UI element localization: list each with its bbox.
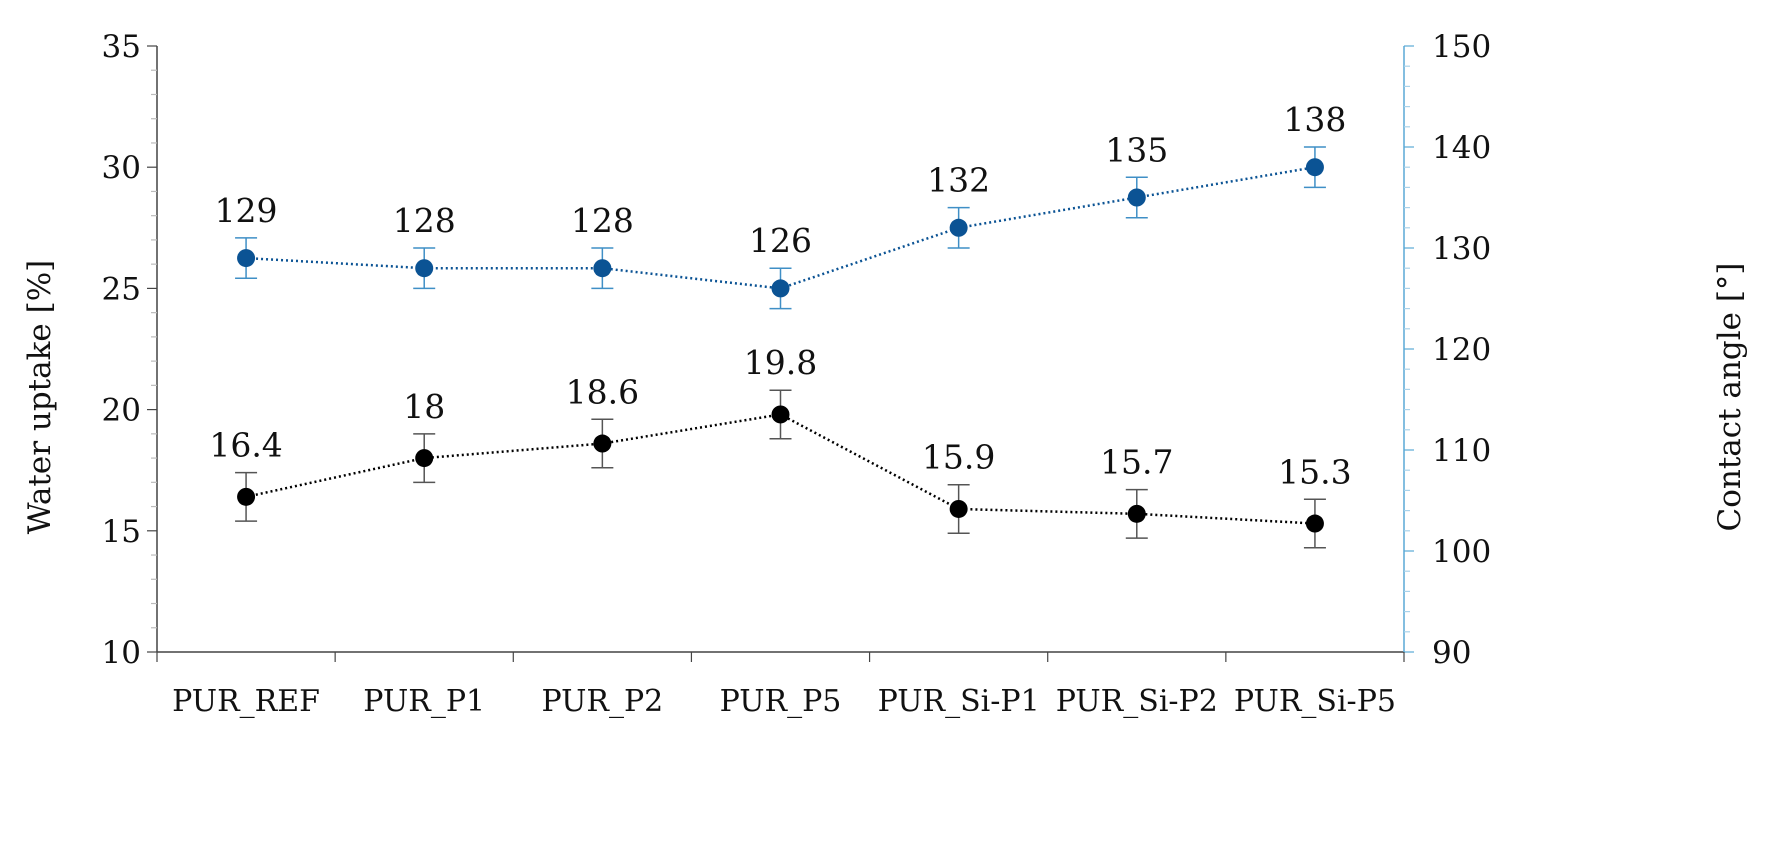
x-tick-label: PUR_Si-P1 bbox=[878, 684, 1040, 719]
data-label: 132 bbox=[927, 161, 990, 200]
data-label: 128 bbox=[393, 201, 456, 240]
x-tick-label: PUR_P5 bbox=[720, 684, 842, 719]
data-label: 128 bbox=[571, 201, 634, 240]
data-label: 16.4 bbox=[209, 426, 282, 465]
y-right-tick-label: 110 bbox=[1432, 433, 1491, 469]
data-label: 135 bbox=[1105, 130, 1168, 169]
data-label: 138 bbox=[1283, 100, 1346, 139]
x-tick-label: PUR_P1 bbox=[363, 684, 485, 719]
y-left-tick-label: 20 bbox=[102, 393, 141, 429]
series-layer: 16.4 18 18.6 19.8 15.9 15.7 15.3 129 128 128 126 13… bbox=[209, 100, 1352, 549]
x-tick-label: PUR_REF bbox=[172, 684, 320, 719]
data-point bbox=[1127, 188, 1146, 207]
data-point bbox=[237, 487, 256, 506]
data-point bbox=[949, 218, 968, 237]
data-label: 129 bbox=[215, 191, 278, 230]
data-point bbox=[415, 259, 434, 278]
data-point bbox=[771, 279, 790, 298]
y-right-tick-label: 90 bbox=[1432, 635, 1471, 671]
series-right: 129 128 128 126 132 135 138 bbox=[215, 100, 1346, 310]
data-point bbox=[1305, 514, 1324, 533]
y-right-tick-label: 150 bbox=[1432, 29, 1491, 65]
y-axis-left-label: Water uptake [%] bbox=[22, 260, 58, 535]
x-tick-label: PUR_Si-P2 bbox=[1056, 684, 1218, 719]
axes: 10 15 20 25 30 35 90 100 110 120 130 140 150 PUR_REF P… bbox=[102, 29, 1492, 719]
y-left-tick-label: 35 bbox=[102, 29, 141, 65]
x-tick-label: PUR_Si-P5 bbox=[1234, 684, 1396, 719]
data-point bbox=[593, 434, 612, 453]
data-point bbox=[415, 449, 434, 468]
data-label: 15.7 bbox=[1100, 443, 1173, 482]
y-left-tick-label: 25 bbox=[102, 271, 141, 307]
data-label: 19.8 bbox=[744, 343, 817, 382]
data-point bbox=[1127, 504, 1146, 523]
y-left-tick-label: 30 bbox=[102, 150, 141, 186]
y-right-tick-label: 130 bbox=[1432, 231, 1491, 267]
data-point bbox=[593, 259, 612, 278]
data-label: 126 bbox=[749, 221, 812, 260]
data-point bbox=[1305, 158, 1324, 177]
data-label: 18 bbox=[403, 387, 445, 426]
y-right-tick-label: 100 bbox=[1432, 534, 1491, 570]
data-point bbox=[237, 249, 256, 268]
series-left: 16.4 18 18.6 19.8 15.9 15.7 15.3 bbox=[209, 343, 1352, 549]
data-point bbox=[771, 405, 790, 424]
x-tick-label: PUR_P2 bbox=[541, 684, 663, 719]
data-label: 15.9 bbox=[922, 438, 995, 477]
y-left-tick-label: 10 bbox=[102, 635, 141, 671]
data-label: 18.6 bbox=[566, 372, 639, 411]
y-left-tick-label: 15 bbox=[102, 514, 141, 550]
y-axis-right-label: Contact angle [°] bbox=[1712, 262, 1748, 531]
data-point bbox=[949, 499, 968, 518]
y-right-tick-label: 120 bbox=[1432, 332, 1491, 368]
y-right-tick-label: 140 bbox=[1432, 130, 1491, 166]
data-label: 15.3 bbox=[1278, 452, 1351, 491]
